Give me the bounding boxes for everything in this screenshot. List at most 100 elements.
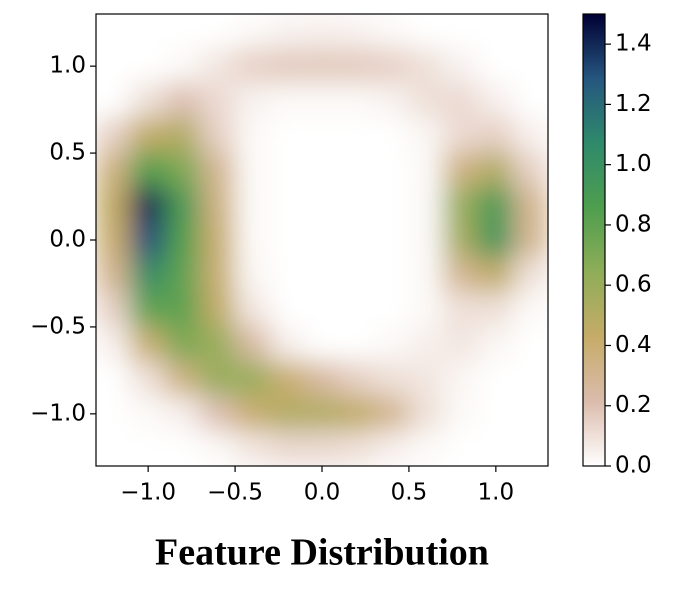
colorbar-tick-label: 0.4: [615, 332, 652, 358]
colorbar-tick-label: 0.6: [615, 272, 652, 298]
heat-cell: [443, 291, 479, 328]
heat-cell: [199, 395, 236, 432]
heat-cell: [408, 256, 445, 293]
heat-cell: [408, 83, 445, 119]
heat-cell: [165, 187, 201, 224]
colorbar-tick-label: 0.0: [615, 453, 652, 479]
heat-cell: [443, 430, 479, 466]
heat-cell: [512, 326, 548, 363]
heat-cell: [373, 395, 410, 432]
heat-cell: [165, 361, 201, 397]
heat-cell: [130, 83, 167, 119]
heat-cell: [512, 256, 548, 293]
heat-cell: [165, 291, 201, 328]
heatmap: [96, 14, 548, 466]
heat-cell: [443, 152, 479, 189]
heat-cell: [130, 117, 167, 154]
heat-cell: [130, 187, 167, 224]
heat-cell: [96, 326, 132, 363]
heat-cell: [199, 187, 236, 224]
colorbar-tick-label: 0.2: [615, 392, 652, 418]
colorbar-tick-label: 1.0: [615, 151, 652, 177]
heat-cell: [96, 48, 132, 85]
heat-cell: [373, 326, 410, 363]
heat-cell: [338, 83, 375, 119]
heat-cell: [304, 83, 340, 119]
heat-cell: [96, 152, 132, 189]
heat-cell: [373, 48, 410, 85]
heat-cell: [512, 117, 548, 154]
heat-cell: [269, 117, 306, 154]
heat-cell: [96, 395, 132, 432]
y-tick-label: 1.0: [49, 53, 86, 79]
heat-cell: [269, 395, 306, 432]
heat-cell: [234, 117, 271, 154]
heat-cell: [130, 152, 167, 189]
x-tick-label: −1.0: [120, 480, 176, 506]
heat-cell: [408, 14, 445, 50]
heat-cell: [338, 222, 375, 258]
heat-cell: [477, 152, 514, 189]
heat-cell: [443, 395, 479, 432]
x-tick-label: 1.0: [478, 480, 515, 506]
heat-cell: [512, 361, 548, 397]
heat-cell: [96, 14, 132, 50]
heat-cell: [165, 326, 201, 363]
heat-cell: [96, 291, 132, 328]
heat-cell: [477, 395, 514, 432]
heat-cell: [338, 152, 375, 189]
heat-cell: [269, 14, 306, 50]
heat-cell: [304, 187, 340, 224]
heat-cell: [269, 48, 306, 85]
heat-cell: [408, 430, 445, 466]
heat-cell: [338, 430, 375, 466]
heat-cell: [269, 430, 306, 466]
heat-cell: [269, 83, 306, 119]
heat-cell: [199, 222, 236, 258]
heat-cell: [199, 256, 236, 293]
y-tick-label: 0.5: [49, 140, 86, 166]
heat-cell: [199, 48, 236, 85]
colorbar-tick-label: 1.4: [615, 31, 652, 57]
heat-cell: [304, 291, 340, 328]
heat-cell: [408, 152, 445, 189]
heat-cell: [477, 430, 514, 466]
heat-cell: [234, 256, 271, 293]
heat-cell: [408, 117, 445, 154]
heat-cell: [338, 361, 375, 397]
heat-cell: [408, 222, 445, 258]
heat-cell: [512, 48, 548, 85]
heat-cell: [130, 14, 167, 50]
heat-cell: [96, 117, 132, 154]
heat-cell: [165, 256, 201, 293]
heat-cell: [96, 222, 132, 258]
heat-cell: [443, 83, 479, 119]
heat-cell: [512, 430, 548, 466]
heat-cell: [165, 83, 201, 119]
heat-cell: [477, 361, 514, 397]
heat-cell: [304, 256, 340, 293]
heat-cell: [234, 152, 271, 189]
heat-cell: [199, 117, 236, 154]
heat-cell: [443, 117, 479, 154]
heat-cell: [373, 117, 410, 154]
heat-cell: [443, 222, 479, 258]
heat-cell: [443, 326, 479, 363]
heat-cell: [269, 291, 306, 328]
heat-cell: [338, 48, 375, 85]
heat-cell: [234, 395, 271, 432]
heat-cell: [373, 83, 410, 119]
heat-cell: [234, 83, 271, 119]
heat-cell: [234, 430, 271, 466]
heat-cell: [443, 187, 479, 224]
y-tick-label: −1.0: [30, 400, 86, 426]
heat-cell: [512, 291, 548, 328]
heat-cell: [199, 326, 236, 363]
x-tick-label: 0.5: [391, 480, 428, 506]
heat-cell: [269, 256, 306, 293]
heat-cell: [477, 256, 514, 293]
heat-cell: [165, 14, 201, 50]
heat-cell: [199, 430, 236, 466]
heat-cell: [477, 83, 514, 119]
heat-cell: [512, 152, 548, 189]
